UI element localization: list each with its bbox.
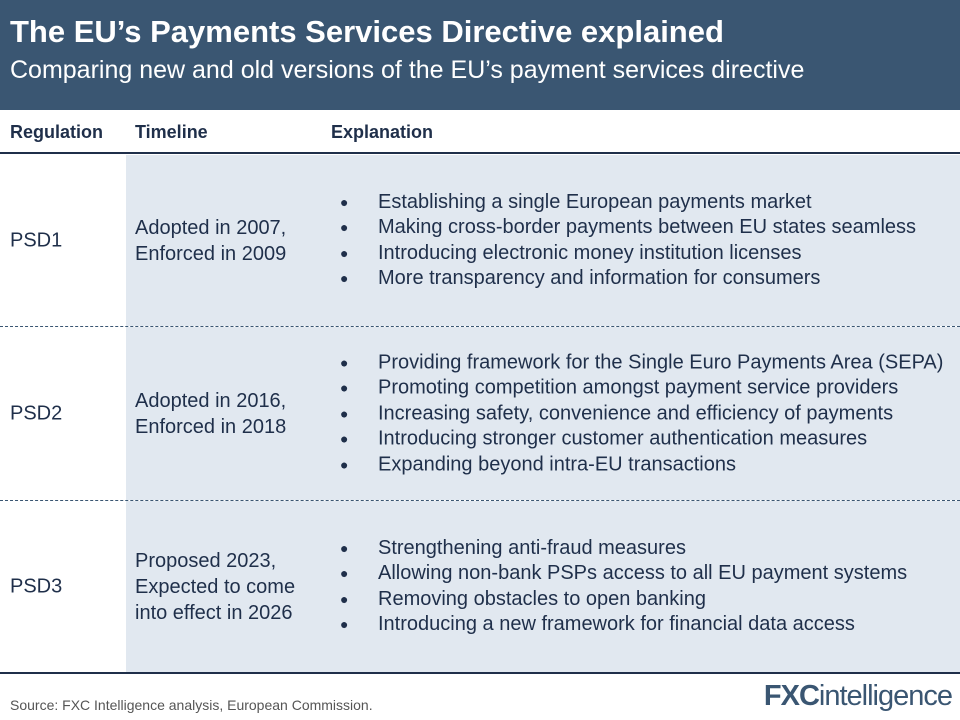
column-header-regulation: Regulation (10, 122, 103, 142)
fxc-logo: FXCintelligence (763, 680, 953, 712)
explanation-list: Providing framework for the Single Euro … (340, 350, 943, 478)
explanation-item: Strengthening anti-fraud measures (340, 536, 907, 562)
table-header: Regulation Timeline Explanation (0, 110, 960, 154)
timeline-line: into effect in 2026 (135, 601, 293, 624)
timeline-line: Proposed 2023, (135, 549, 277, 572)
explanation-item: Introducing stronger customer authentica… (340, 426, 943, 452)
table-row: PSD1 Adopted in 2007, Enforced in 2009 Esta… (0, 155, 960, 326)
explanation-item: Introducing a new framework for financia… (340, 612, 907, 638)
table-bottom-rule (0, 672, 960, 674)
timeline-line: Adopted in 2007, (135, 216, 287, 239)
table-row: PSD2 Adopted in 2016, Enforced in 2018 Prov… (0, 327, 960, 500)
regulation-cell: PSD2 (10, 402, 63, 424)
explanation-item: More transparency and information for co… (340, 266, 916, 292)
regulation-cell: PSD1 (10, 229, 63, 251)
header-banner: The EU’s Payments Services Directive exp… (0, 0, 960, 110)
explanation-item: Removing obstacles to open banking (340, 587, 907, 613)
explanation-item: Promoting competition amongst payment se… (340, 375, 943, 401)
timeline-line: Adopted in 2016, (135, 389, 287, 412)
timeline-cell: Adopted in 2016, Enforced in 2018 (135, 388, 286, 440)
timeline-line: Enforced in 2018 (135, 415, 287, 438)
explanation-list: Strengthening anti-fraud measuresAllowin… (340, 536, 907, 638)
page-subtitle: Comparing new and old versions of the EU… (10, 56, 805, 84)
explanation-item: Making cross-border payments between EU … (340, 215, 916, 241)
timeline-cell: Proposed 2023, Expected to come into effec… (135, 548, 295, 626)
timeline-line: Expected to come (135, 575, 296, 598)
timeline-line: Enforced in 2009 (135, 242, 287, 265)
row-separator (0, 500, 960, 501)
explanation-item: Increasing safety, convenience and effic… (340, 401, 943, 427)
explanation-item: Expanding beyond intra-EU transactions (340, 452, 943, 478)
timeline-cell: Adopted in 2007, Enforced in 2009 (135, 215, 286, 267)
page-title: The EU’s Payments Services Directive exp… (10, 14, 724, 49)
column-header-timeline: Timeline (135, 122, 208, 142)
table-row: PSD3 Proposed 2023, Expected to come into e… (0, 501, 960, 672)
column-header-explanation: Explanation (331, 122, 434, 142)
row-separator (0, 326, 960, 327)
explanation-item: Establishing a single European payments … (340, 190, 916, 216)
explanation-item: Allowing non-bank PSPs access to all EU … (340, 561, 907, 587)
regulation-cell: PSD3 (10, 575, 63, 597)
source-note: Source: FXC Intelligence analysis, Europ… (10, 697, 373, 713)
explanation-item: Introducing electronic money institution… (340, 241, 916, 267)
explanation-list: Establishing a single European payments … (340, 190, 916, 292)
explanation-item: Providing framework for the Single Euro … (340, 350, 943, 376)
